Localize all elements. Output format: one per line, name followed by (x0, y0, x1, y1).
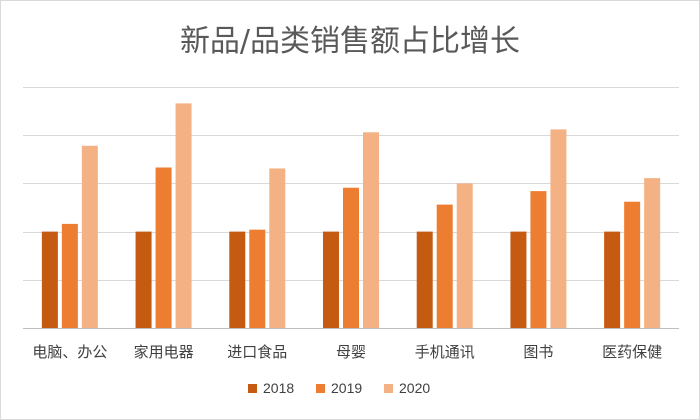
bar-2018-0 (41, 231, 58, 328)
bars (41, 103, 661, 328)
category-label: 医药保健 (602, 343, 662, 361)
legend: 2018 2019 2020 (248, 380, 430, 396)
category-label: 家用电器 (134, 343, 194, 361)
category-label: 进口食品 (227, 343, 287, 361)
bar-2019-4 (436, 204, 453, 328)
bar-2019-1 (155, 167, 172, 328)
bar-2020-3 (363, 132, 379, 328)
chart-title: 新品/品类销售额占比增长 (180, 24, 520, 59)
bar-2019-0 (61, 223, 78, 328)
legend-swatch-2019 (316, 384, 325, 393)
category-label: 手机通讯 (415, 343, 475, 361)
category-label: 图书 (523, 343, 553, 361)
bar-2018-1 (135, 231, 152, 328)
category-label: 电脑、办公 (32, 343, 107, 361)
legend-label-2020: 2020 (399, 380, 430, 396)
bar-2020-2 (269, 168, 286, 328)
bar-2018-6 (604, 231, 621, 328)
bar-2020-4 (456, 183, 473, 328)
bar-2020-6 (644, 178, 661, 328)
legend-swatch-2020 (384, 384, 393, 393)
bar-2020-0 (81, 145, 98, 328)
bar-2019-3 (343, 187, 359, 328)
gridlines (23, 87, 679, 281)
legend-label-2018: 2018 (263, 380, 294, 396)
legend-swatch-2018 (248, 384, 257, 393)
bar-2018-2 (229, 231, 246, 328)
bar-2018-4 (416, 231, 433, 328)
category-labels: 电脑、办公 家用电器 进口食品 母婴 手机通讯 图书 医药保健 (32, 343, 662, 361)
legend-label-2019: 2019 (331, 380, 362, 396)
bar-2019-6 (624, 201, 641, 328)
bar-2018-3 (323, 231, 339, 328)
bar-2019-2 (249, 229, 266, 328)
bar-2019-5 (530, 191, 547, 328)
category-label: 母婴 (336, 343, 366, 361)
bar-2018-5 (510, 231, 527, 328)
bar-2020-1 (175, 103, 192, 328)
bar-2020-5 (550, 129, 567, 328)
